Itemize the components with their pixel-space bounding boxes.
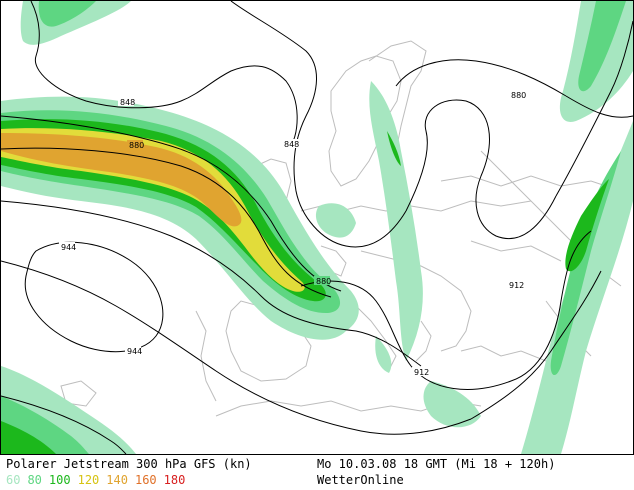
isoline-label: 912 [509,281,524,290]
speed-legend: 60 80 100 120 140 160 180 [6,473,192,487]
jet-band-80kn-east [550,151,621,376]
legend-item: 180 [163,473,186,487]
jetstream-bands [1,1,633,454]
isoline-label: 848 [120,98,135,107]
legend-item: 120 [77,473,100,487]
legend-item: 160 [134,473,157,487]
jet-band-140kn [1,133,242,227]
isoline-label: 944 [127,347,142,356]
jet-band-120kn [1,128,305,292]
geopotential-isolines [1,1,633,454]
brand-name: WetterOnline [317,473,404,487]
map-canvas: 848 848 880 880 880 912 912 944 944 [1,1,633,454]
jet-band-100kn-scand [387,131,401,166]
isoline-labels: 848 848 880 880 880 912 912 944 944 [59,90,526,377]
forecast-timestamp: Mo 10.03.08 18 GMT (Mi 18 + 120h) [317,457,556,471]
jet-band-60kn-italy [375,336,392,373]
isoline-label: 880 [511,91,526,100]
legend-item: 60 [6,473,21,487]
jet-band-60kn-balkan [423,381,481,428]
legend-item: 80 [27,473,42,487]
isoline-label: 848 [284,140,299,149]
isoline-label: 880 [129,141,144,150]
legend-item: 100 [48,473,71,487]
jet-band-100kn-sw [1,421,56,454]
map-title: Polarer Jetstream 300 hPa GFS (kn) [6,457,252,471]
isoline-label: 944 [61,243,76,252]
jet-band-60kn-central [315,203,356,238]
jetstream-map: 848 848 880 880 880 912 912 944 944 [0,0,634,455]
isoline-label: 912 [414,368,429,377]
jet-band-80kn-ne [578,1,626,92]
isoline-label: 880 [316,277,331,286]
map-footer: Polarer Jetstream 300 hPa GFS (kn) Mo 10… [0,455,634,490]
jet-band-60kn-scand [369,81,423,361]
jet-band-80kn-nw [38,1,96,27]
legend-item: 140 [106,473,128,487]
